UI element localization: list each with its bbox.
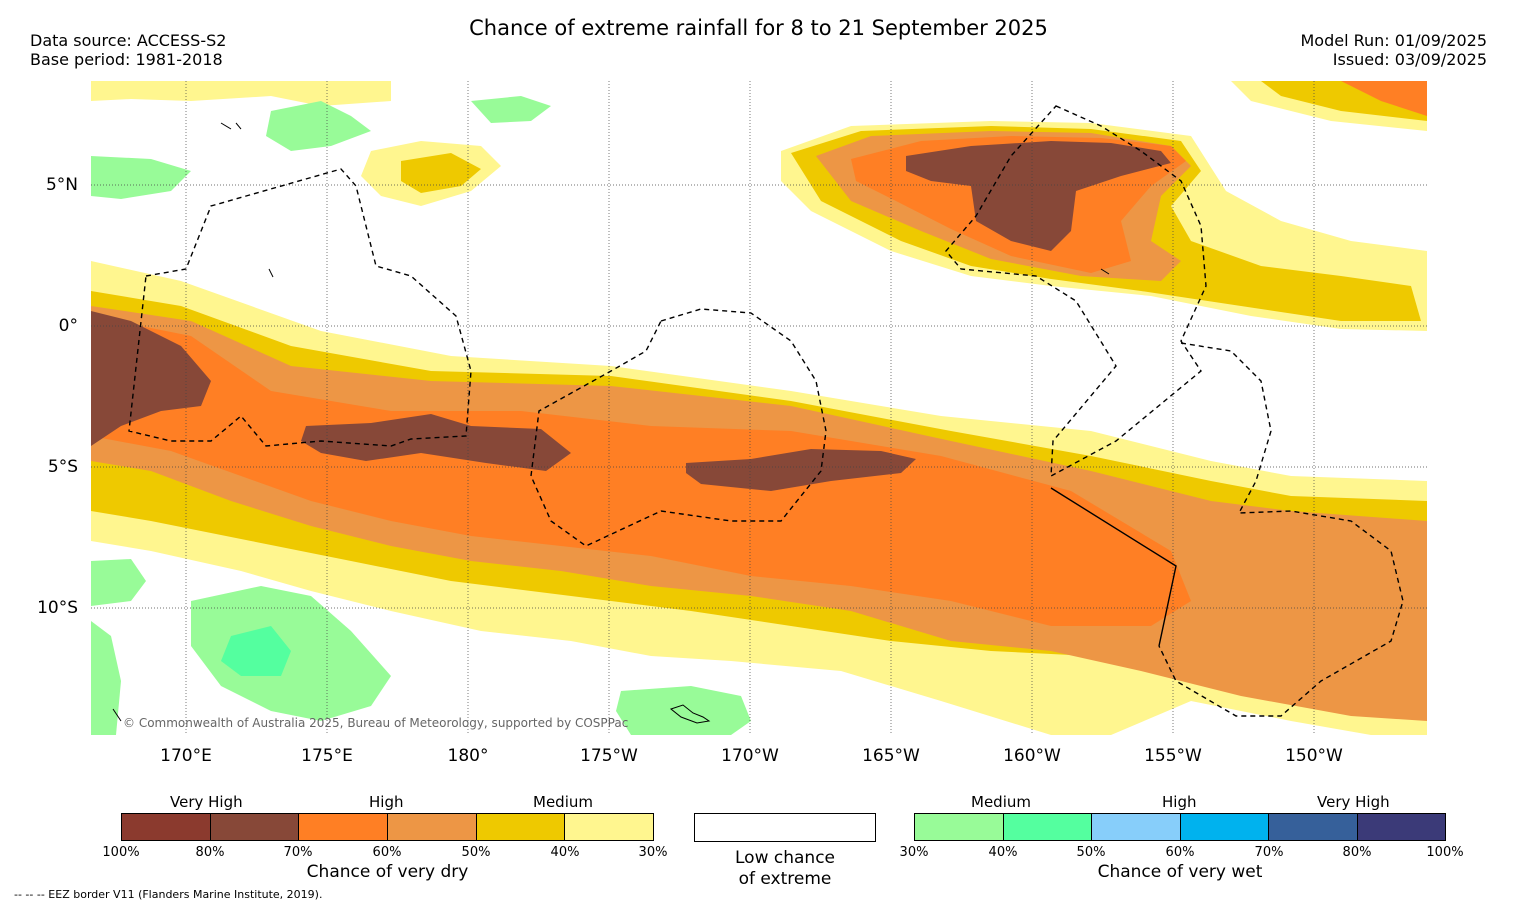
model-run: Model Run: 01/09/2025 — [1300, 31, 1488, 50]
eez-line-islands-south — [1158, 342, 1404, 717]
map-title: Chance of extreme rainfall for 8 to 21 S… — [469, 16, 1048, 40]
wet-swatch-50-60 — [1092, 814, 1181, 840]
dry-swatch-60-50 — [388, 814, 477, 840]
graticule — [91, 81, 1427, 735]
base-period: Base period: 1981-2018 — [30, 50, 223, 69]
lat-label-10s: 10°S — [37, 598, 78, 618]
southwest-wet-patches — [91, 559, 751, 735]
low-chance-label: Low chance of extreme — [694, 848, 876, 890]
meta-right: Model Run: 01/09/2025 Issued: 03/09/2025 — [1301, 31, 1488, 69]
dry-category-very-high: Very High — [170, 793, 243, 811]
southern-dry-band — [91, 261, 1427, 735]
dry-tick-70: 70% — [283, 845, 313, 860]
wet-swatch-40-50 — [1003, 814, 1092, 840]
island-marker-d — [112, 708, 122, 722]
wet-tick-70: 70% — [1254, 845, 1284, 860]
dry-swatch-100-80 — [122, 814, 211, 840]
eez-kiribati-gilberts — [128, 168, 472, 447]
low-chance-line2: of extreme — [738, 869, 832, 889]
wet-category-high: High — [1162, 793, 1197, 811]
dry-100-80-west — [91, 311, 211, 446]
dry-tick-60: 60% — [372, 845, 402, 860]
island-marker-a — [220, 122, 242, 130]
dry-100-80-central — [301, 414, 571, 471]
wet-30-40-sw-a — [191, 586, 391, 721]
dry-swatch-80-70 — [210, 814, 300, 840]
dry-swatch-70-60 — [299, 814, 389, 840]
dry-70-60-ne-fill — [1341, 81, 1427, 116]
dry-100-80-east — [686, 449, 916, 491]
wet-tick-40: 40% — [988, 845, 1018, 860]
low-chance-box — [694, 813, 876, 842]
copyright-notice: © Commonwealth of Australia 2025, Bureau… — [123, 716, 629, 730]
lon-label-170w: 170°W — [721, 746, 779, 766]
island-samoa — [669, 704, 711, 724]
dry-40-30-nw-top — [91, 81, 391, 106]
lon-label-170e: 170°E — [160, 746, 212, 766]
wet-tick-30: 30% — [899, 845, 929, 860]
maritime-boundary-solid — [1050, 487, 1177, 647]
northwest-patches — [91, 81, 551, 206]
lon-label-155w: 155°W — [1144, 746, 1202, 766]
dry-tick-100: 100% — [102, 845, 140, 860]
lon-label-175e: 175°E — [301, 746, 353, 766]
eez-footnote: -- -- -- EEZ border V11 (Flanders Marine… — [14, 888, 323, 901]
lat-label-0: 0° — [58, 316, 78, 336]
wet-legend-title: Chance of very wet — [1097, 862, 1263, 882]
wet-30-40-nw-c — [471, 96, 551, 123]
dry-tick-30: 30% — [638, 845, 668, 860]
low-chance-line1: Low chance — [735, 848, 835, 868]
wet-30-40-sw-b — [91, 559, 146, 606]
lon-label-150w: 150°W — [1285, 746, 1343, 766]
wet-tick-60: 60% — [1165, 845, 1195, 860]
island-marker-b — [268, 268, 274, 278]
island-outlines — [112, 122, 1110, 724]
eez-borders — [128, 105, 1404, 717]
dry-swatch-40-30 — [565, 814, 654, 840]
dry-70-60-south — [91, 316, 1191, 626]
meta-left: Data source: ACCESS-S2 Base period: 1981… — [30, 31, 226, 69]
wet-category-very-high: Very High — [1317, 793, 1390, 811]
lat-label-5s: 5°S — [47, 457, 78, 477]
wet-category-medium: Medium — [971, 793, 1031, 811]
wet-tick-80: 80% — [1342, 845, 1372, 860]
wet-swatch-30-40 — [915, 814, 1004, 840]
lon-label-165w: 165°W — [862, 746, 920, 766]
eez-line-islands-north — [945, 105, 1207, 478]
dry-swatch-50-40 — [476, 814, 566, 840]
wet-30-40-sw-c — [91, 621, 121, 735]
dry-colorbar — [121, 813, 654, 841]
eez-tokelau — [530, 308, 827, 547]
island-marker-c — [1100, 268, 1110, 275]
lon-label-175w: 175°W — [580, 746, 638, 766]
wet-tick-50: 50% — [1076, 845, 1106, 860]
lat-label-5n: 5°N — [45, 175, 78, 195]
data-source: Data source: ACCESS-S2 — [30, 31, 227, 50]
dry-category-medium: Medium — [533, 793, 593, 811]
wet-tick-100: 100% — [1426, 845, 1464, 860]
wet-30-40-nw-b — [91, 156, 191, 199]
dry-legend-title: Chance of very dry — [306, 862, 469, 882]
wet-30-40-sw-d — [616, 686, 751, 735]
rainfall-map — [91, 81, 1427, 735]
lon-label-160w: 160°W — [1003, 746, 1061, 766]
wet-swatch-70-80 — [1269, 814, 1358, 840]
dry-tick-40: 40% — [550, 845, 580, 860]
northern-dry-cell — [781, 81, 1427, 331]
dry-100-80-north — [906, 141, 1171, 251]
dry-50-40-nw-mid — [401, 153, 481, 193]
lon-label-180: 180° — [447, 746, 489, 766]
wet-40-50-sw-a — [221, 626, 291, 676]
issued-date: Issued: 03/09/2025 — [1332, 50, 1487, 69]
dry-tick-80: 80% — [195, 845, 225, 860]
wet-swatch-80-100 — [1357, 814, 1445, 840]
dry-category-high: High — [369, 793, 404, 811]
dry-tick-50: 50% — [461, 845, 491, 860]
wet-colorbar — [914, 813, 1446, 841]
wet-30-40-nw-a — [266, 101, 371, 151]
wet-swatch-60-70 — [1180, 814, 1269, 840]
